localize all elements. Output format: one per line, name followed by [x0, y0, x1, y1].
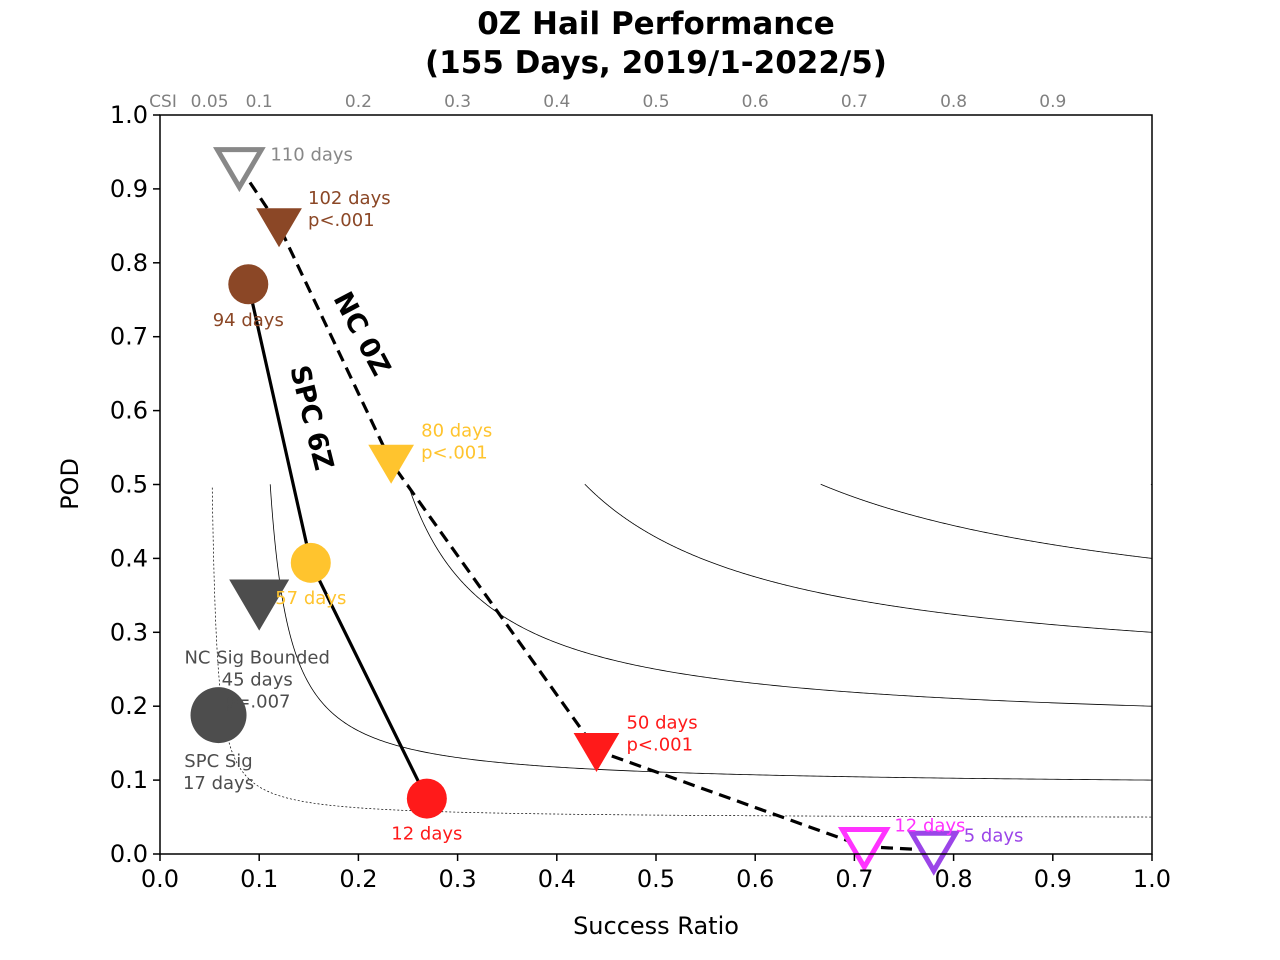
x-tick-label: 0.2 [339, 865, 377, 893]
nc-0z-marker [368, 444, 415, 484]
nc-0z-annotation: 12 days [894, 816, 965, 837]
x-tick-label: 0.3 [439, 865, 477, 893]
x-axis-label: Success Ratio [573, 912, 739, 940]
nc-0z-annotation: p<.001 [626, 735, 693, 756]
y-tick-label: 0.2 [110, 692, 148, 720]
spc-6z-annotation: 57 days [275, 588, 346, 609]
csi-label: 0.8 [940, 92, 967, 112]
nc-0z-marker [907, 830, 961, 876]
spc-6z-marker [406, 778, 447, 819]
y-tick-label: 0.5 [110, 471, 148, 499]
spc-6z-annotation: 94 days [213, 310, 284, 331]
spc-sig-annotation: SPC Sig [184, 751, 252, 772]
spc-line-label: SPC 6Z [283, 362, 339, 473]
x-tick-label: 0.5 [637, 865, 675, 893]
nc-line-label: NC 0Z [327, 287, 397, 381]
y-tick-label: 0.4 [110, 544, 148, 572]
csi-prefix-label: CSI [149, 92, 177, 112]
nc-0z-annotation: p<.001 [308, 210, 375, 231]
csi-label: 0.9 [1039, 92, 1066, 112]
spc-6z-marker [290, 542, 331, 583]
spc-sig-marker [190, 687, 247, 744]
nc-sig-bounded-annotation: p=.007 [224, 692, 291, 713]
csi-label: 0.6 [742, 92, 769, 112]
csi-contour [1151, 262, 1152, 264]
csi-contour [211, 487, 1152, 818]
csi-contour [269, 484, 1152, 781]
csi-label: 0.1 [246, 92, 273, 112]
y-tick-label: 0.9 [110, 175, 148, 203]
y-axis-label: POD [56, 458, 84, 510]
nc-0z-marker [256, 208, 302, 248]
csi-contour [820, 483, 1152, 559]
nc-0z-annotation: 102 days [308, 188, 391, 209]
x-tick-label: 0.8 [935, 865, 973, 893]
nc-0z-annotation: p<.001 [421, 442, 488, 463]
csi-label: 0.05 [191, 92, 229, 112]
nc-sig-bounded-marker [229, 579, 290, 631]
nc-sig-bounded-annotation: NC Sig Bounded [184, 648, 329, 669]
csi-label: 0.2 [345, 92, 372, 112]
y-tick-label: 0.0 [110, 840, 148, 868]
nc-0z-marker [212, 147, 266, 193]
spc-6z-marker [228, 264, 269, 305]
y-tick-label: 0.7 [110, 323, 148, 351]
x-tick-label: 0.4 [538, 865, 576, 893]
csi-contour [1151, 410, 1152, 412]
nc-0z-annotation: 5 days [964, 825, 1024, 846]
y-tick-label: 0.1 [110, 766, 148, 794]
nc-sig-bounded-annotation: 45 days [222, 670, 293, 691]
y-tick-label: 0.6 [110, 397, 148, 425]
csi-label: 0.5 [642, 92, 669, 112]
chart-title-line1: 0Z Hail Performance [477, 6, 835, 42]
csi-label: 0.3 [444, 92, 471, 112]
y-tick-label: 0.3 [110, 618, 148, 646]
csi-label: 0.4 [543, 92, 570, 112]
x-tick-label: 0.1 [240, 865, 278, 893]
x-tick-label: 0.6 [736, 865, 774, 893]
spc-6z-annotation: 12 days [391, 824, 462, 845]
chart-title-line2: (155 Days, 2019/1-2022/5) [425, 45, 887, 81]
x-tick-label: 0.9 [1034, 865, 1072, 893]
x-tick-label: 0.0 [141, 865, 179, 893]
nc-0z-annotation: 110 days [270, 145, 353, 166]
csi-contour [584, 483, 1152, 633]
x-tick-label: 1.0 [1133, 865, 1171, 893]
csi-contour [1151, 188, 1152, 190]
y-tick-label: 0.8 [110, 249, 148, 277]
csi-contour [407, 483, 1152, 707]
spc-sig-annotation: 17 days [183, 773, 254, 794]
x-tick-label: 0.7 [835, 865, 873, 893]
csi-contour [1151, 336, 1152, 338]
csi-label: 0.7 [841, 92, 868, 112]
nc-0z-marker [837, 827, 891, 873]
nc-0z-annotation: 50 days [626, 713, 697, 734]
y-tick-label: 1.0 [110, 101, 148, 129]
nc-0z-annotation: 80 days [421, 420, 492, 441]
nc-0z-marker [573, 732, 620, 772]
